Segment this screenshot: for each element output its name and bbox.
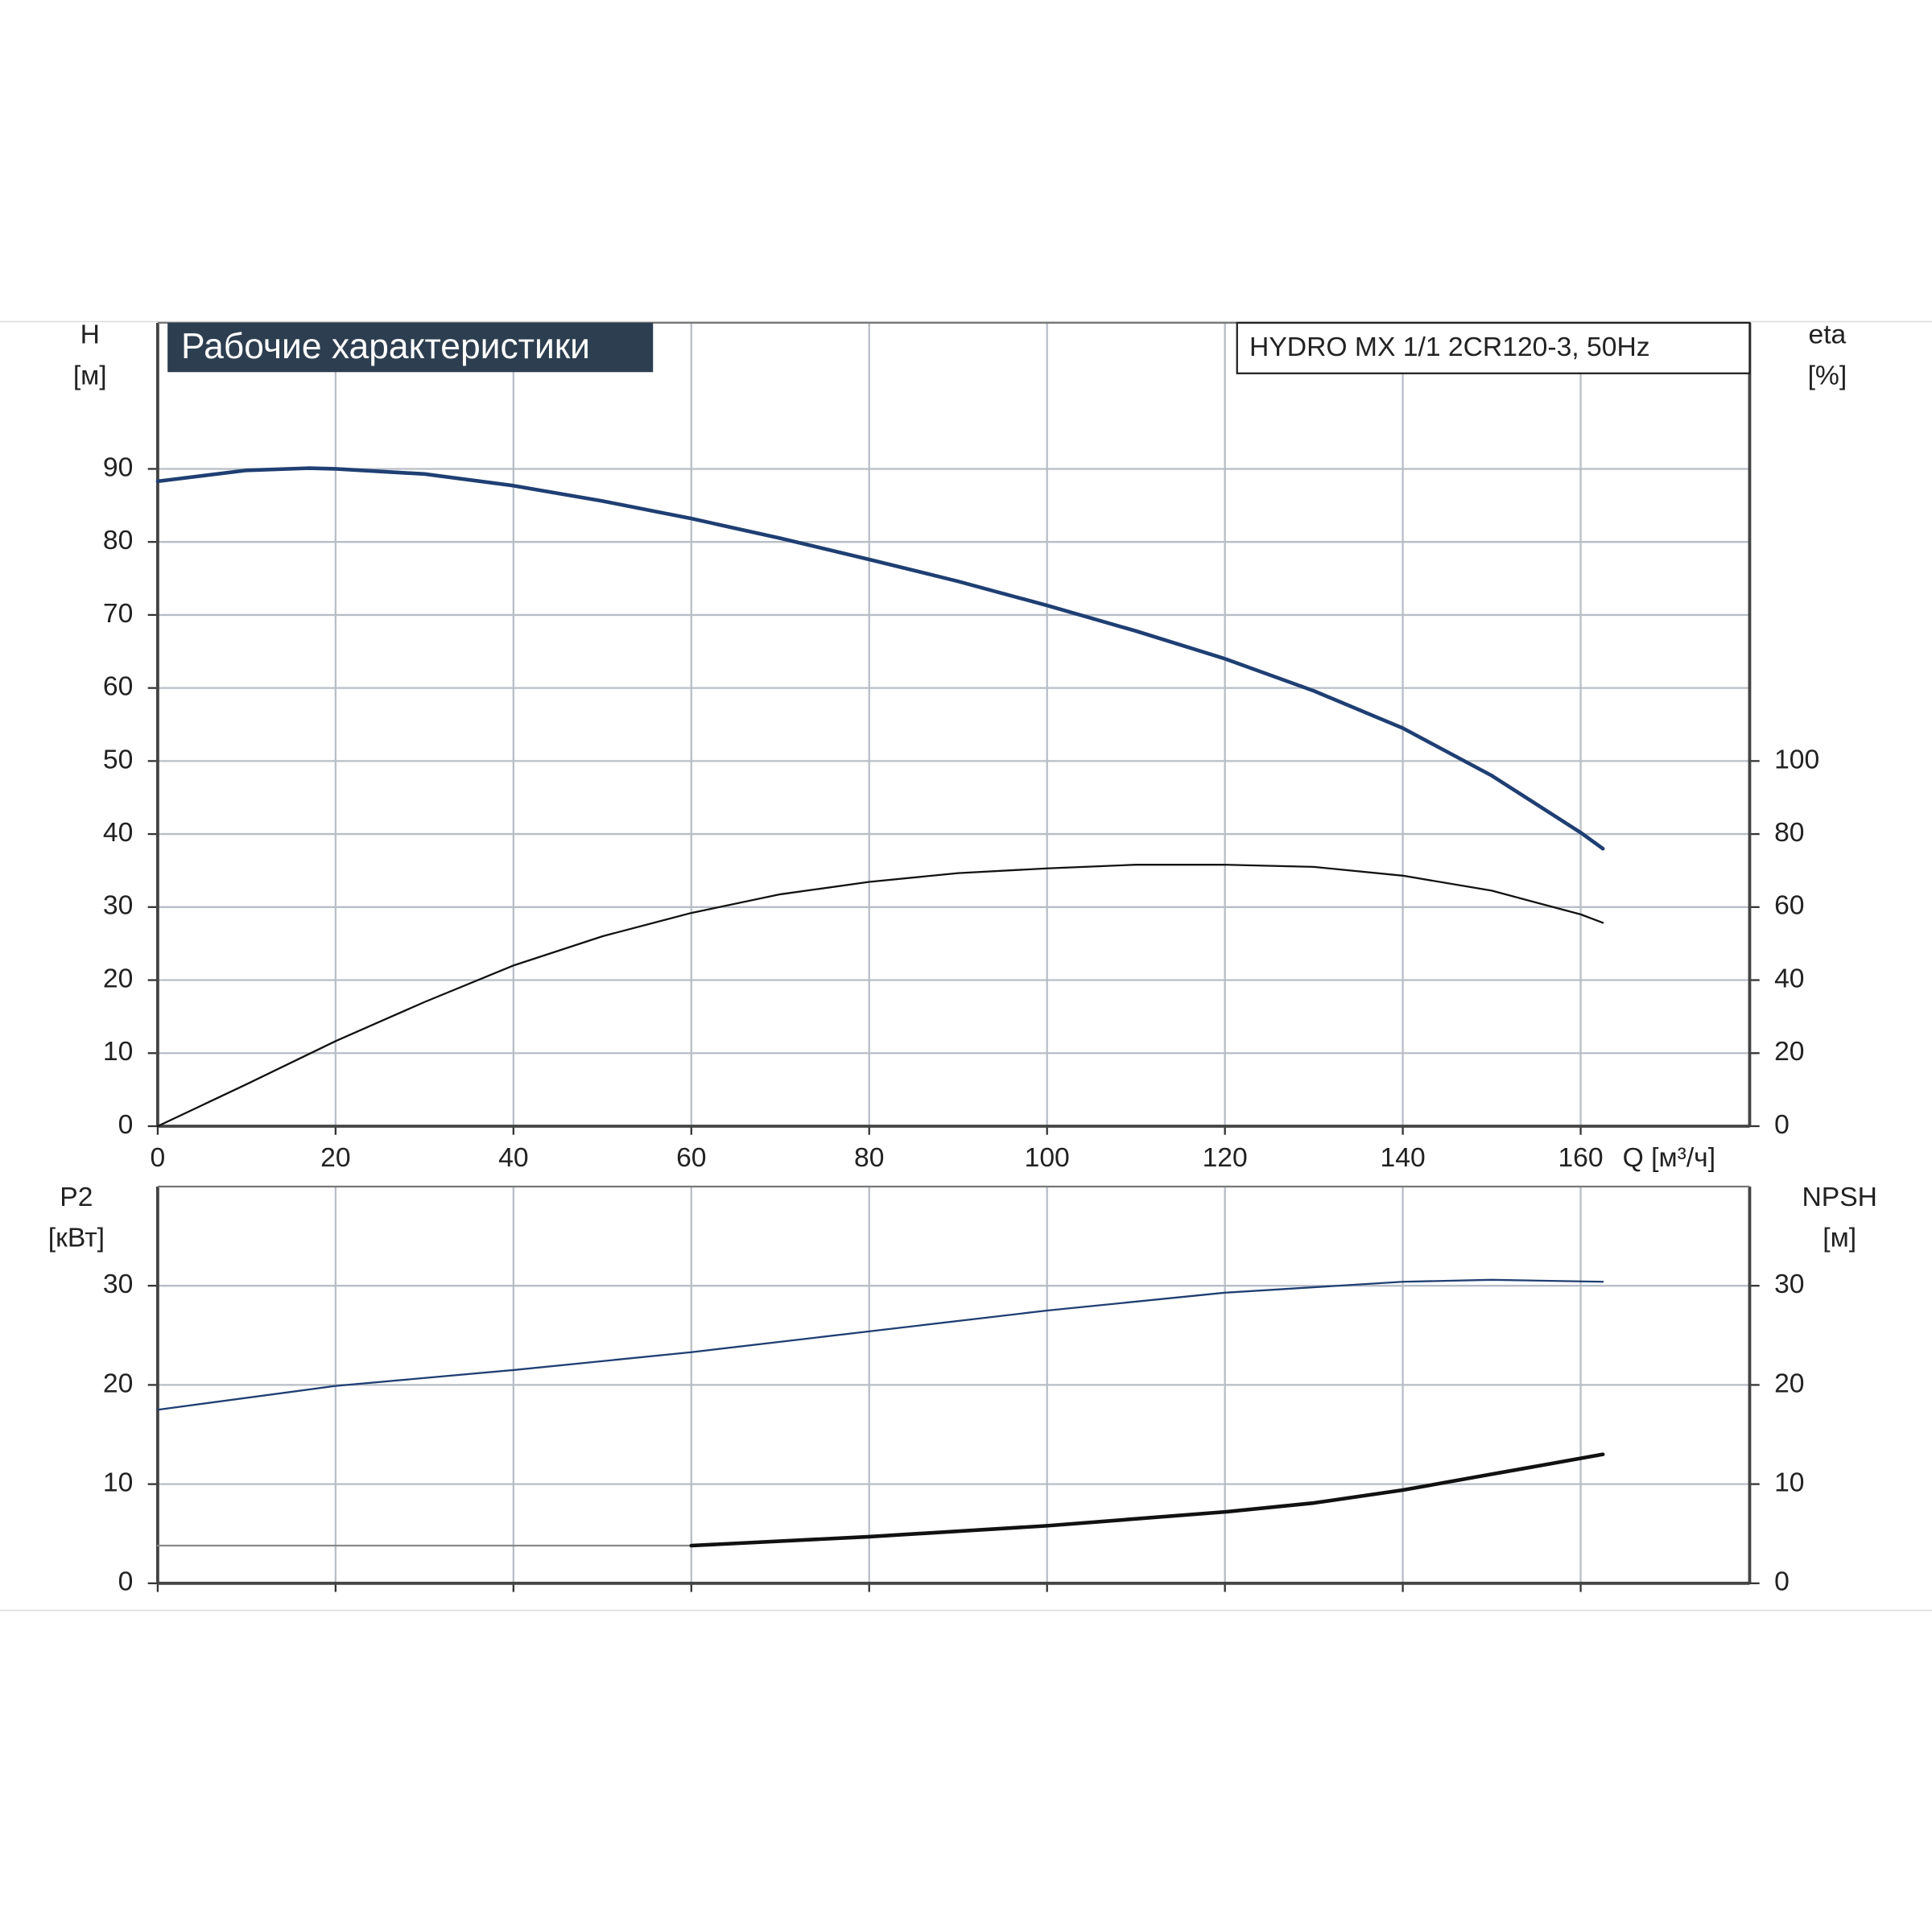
y2-axis-unit: [м] bbox=[1823, 1224, 1856, 1253]
y2-tick-label: 40 bbox=[1774, 964, 1804, 993]
x-tick-label: 40 bbox=[498, 1143, 528, 1173]
y2-tick-label: 20 bbox=[1774, 1368, 1804, 1398]
y-tick-label: 30 bbox=[103, 891, 133, 921]
y-axis-label: P2 bbox=[60, 1183, 93, 1212]
x-tick-label: 0 bbox=[151, 1143, 166, 1173]
y2-tick-label: 0 bbox=[1774, 1110, 1790, 1140]
y2-axis-label: eta bbox=[1808, 320, 1846, 350]
y-tick-label: 90 bbox=[103, 452, 133, 482]
y2-tick-label: 0 bbox=[1774, 1567, 1790, 1597]
x-tick-label: 100 bbox=[1025, 1143, 1070, 1173]
curve bbox=[156, 864, 1604, 1128]
y-axis-unit: [кВт] bbox=[48, 1224, 105, 1253]
x-tick-label: 120 bbox=[1203, 1143, 1248, 1173]
y2-tick-label: 80 bbox=[1774, 818, 1804, 848]
y-tick-label: 60 bbox=[103, 672, 133, 702]
y-tick-label: 0 bbox=[118, 1110, 134, 1140]
x-tick-label: 160 bbox=[1558, 1143, 1603, 1173]
y-tick-label: 40 bbox=[103, 818, 133, 848]
x-tick-label: 140 bbox=[1381, 1143, 1426, 1173]
y-tick-label: 10 bbox=[103, 1468, 133, 1498]
y2-tick-label: 10 bbox=[1774, 1468, 1804, 1498]
x-axis-label: Q [м³/ч] bbox=[1623, 1143, 1715, 1173]
chart-title: Рабочие характеристики bbox=[181, 327, 590, 366]
y-tick-label: 20 bbox=[103, 964, 133, 993]
x-tick-label: 60 bbox=[676, 1143, 706, 1173]
y2-tick-label: 20 bbox=[1774, 1037, 1804, 1067]
y2-tick-label: 100 bbox=[1774, 745, 1819, 774]
y2-tick-label: 30 bbox=[1774, 1269, 1804, 1299]
y-tick-label: 70 bbox=[103, 599, 133, 629]
curve bbox=[156, 1278, 1604, 1411]
y-tick-label: 30 bbox=[103, 1269, 133, 1299]
y2-tick-label: 60 bbox=[1774, 891, 1804, 921]
y-tick-label: 10 bbox=[103, 1037, 133, 1067]
y2-axis-unit: [%] bbox=[1808, 361, 1847, 390]
y-tick-label: 80 bbox=[103, 526, 133, 555]
title-box bbox=[167, 323, 654, 373]
model-box bbox=[1236, 321, 1751, 374]
chart-subtitle: HYDRO MX 1/1 2CR120-3, 50Hz bbox=[1249, 332, 1650, 362]
y-tick-label: 20 bbox=[103, 1368, 133, 1398]
y2-axis-label: NPSH bbox=[1802, 1183, 1877, 1212]
y-axis-unit: [м] bbox=[73, 361, 107, 390]
y-axis-label: H bbox=[80, 320, 100, 350]
curve bbox=[155, 466, 1605, 851]
x-tick-label: 80 bbox=[854, 1143, 884, 1173]
y-tick-label: 50 bbox=[103, 745, 133, 774]
y-tick-label: 0 bbox=[118, 1567, 134, 1597]
curve bbox=[689, 1452, 1605, 1548]
x-tick-label: 20 bbox=[320, 1143, 350, 1173]
